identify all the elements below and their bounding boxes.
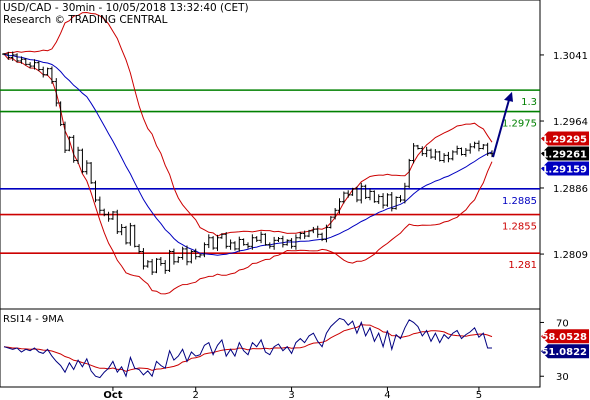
price-tag-label: 1.29159 (541, 165, 587, 176)
price-axis-label: 1.3041 (553, 51, 588, 62)
time-axis-label: 4 (384, 390, 390, 400)
rsi-panel-frame (0, 308, 541, 388)
time-axis-label: 3 (288, 390, 294, 400)
chart-header-line2: Research © TRADING CENTRAL (3, 14, 168, 26)
price-tag-background (541, 146, 589, 161)
price-axis-label: 1.2886 (553, 184, 588, 195)
rsi-axis-label: 70 (556, 318, 569, 329)
level-label: 1.281 (508, 260, 537, 271)
price-candles (2, 51, 494, 275)
rsi-axis-label: 30 (556, 372, 569, 383)
rsi-tag-background (541, 344, 589, 359)
level-label: 1.2885 (502, 196, 537, 207)
price-axis-label: 1.2964 (553, 117, 588, 128)
upper-band-line (3, 11, 493, 237)
support-resistance-levels: 1.3 1.2975 1.2885 1.2855 1.281 (0, 89, 540, 271)
rsi-panel-title: RSI14 - 9MA (3, 314, 64, 325)
level-label: 1.2855 (502, 222, 537, 233)
forecast-arrowhead (504, 91, 513, 102)
price-tag-label: 1.29261 (541, 150, 587, 161)
rsi-ma-line (3, 324, 493, 372)
forecast-arrow (492, 91, 513, 158)
lower-band-line (3, 53, 493, 295)
price-tags: 1.29295 1.29261 1.29159 58.0528 51.0822 (541, 131, 589, 359)
price-axis-label: 1.2809 (553, 250, 588, 261)
rsi-line (3, 317, 492, 379)
level-label: 1.2975 (502, 119, 537, 130)
moving-average-line (3, 53, 493, 256)
price-tag-background (541, 161, 589, 176)
time-axis-label: 5 (476, 390, 482, 400)
chart-header-line1: USD/CAD - 30min - 10/05/2018 13:32:40 (C… (3, 2, 249, 14)
rsi-ma-tag-background (541, 329, 589, 344)
rsi-ma-tag-label: 58.0528 (541, 332, 587, 343)
axes: 1.3041 1.2964 1.2886 1.2809 70 30 Oct 2 3 4 5 (103, 51, 588, 400)
price-tag-background (541, 131, 589, 146)
level-label: 1.3 (521, 97, 537, 108)
rsi-tag-label: 51.0822 (541, 347, 587, 358)
time-axis-label: 2 (193, 390, 199, 400)
bollinger-bands (3, 11, 493, 295)
rsi-lines (3, 317, 493, 379)
time-axis-label: Oct (103, 390, 122, 400)
forecast-arrow-shaft (492, 99, 510, 158)
price-tag-label: 1.29295 (541, 135, 587, 146)
